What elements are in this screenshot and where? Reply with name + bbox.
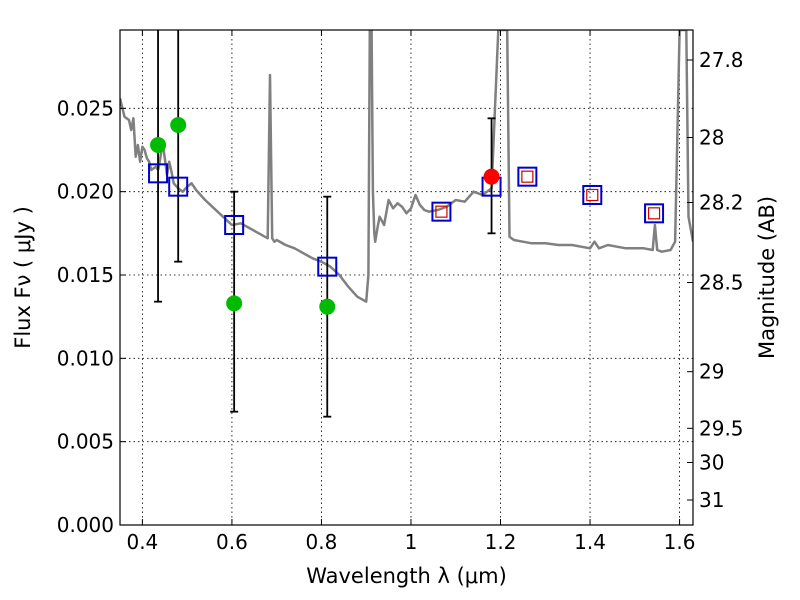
x-tick-label: 1.2 — [485, 530, 517, 554]
x-tick-label: 0.6 — [216, 530, 248, 554]
red-detection-point — [483, 168, 500, 185]
plot-frame — [119, 29, 694, 526]
red-square-marker — [435, 205, 448, 218]
red-square-marker — [647, 207, 661, 220]
grid — [120, 30, 693, 526]
x-tick-label: 1 — [405, 530, 418, 554]
model-photometry-square — [317, 256, 338, 277]
y-tick-label: 0.010 — [57, 346, 114, 370]
x-tick-label: 0.4 — [126, 530, 158, 554]
right-tick-label: 27.8 — [699, 48, 744, 72]
right-tick-label: 28.2 — [699, 191, 744, 215]
right-axis-label: Magnitude (AB) — [755, 196, 779, 359]
red-square-marker — [521, 170, 534, 183]
y-tick-label: 0.020 — [57, 180, 114, 204]
green-detection-point — [319, 298, 336, 315]
x-axis-label: Wavelength λ (μm) — [306, 564, 507, 588]
green-detection-point — [170, 117, 187, 133]
right-tick-label: 30 — [699, 451, 724, 475]
x-tick-label: 0.8 — [306, 530, 338, 554]
y-tick-label: 0.025 — [57, 96, 114, 120]
model-photometry-square — [644, 203, 665, 224]
model-photometry-square — [582, 185, 603, 205]
y-tick-label: 0.005 — [57, 430, 114, 454]
green-detection-point — [226, 295, 243, 312]
model-photometry-square — [148, 163, 169, 184]
y-axis-label: Flux Fν ( μJy ) — [11, 206, 35, 349]
y-tick-label: 0.015 — [57, 263, 114, 287]
model-photometry-square — [517, 166, 538, 187]
ticks: 0.4 0.6 0.8 1 1.2 1.4 1.6 0.000 0.005 0.010 0.015 0… — [57, 30, 744, 554]
markers — [148, 117, 665, 315]
sed-line-layer — [120, 30, 693, 303]
right-tick-label: 29.5 — [699, 416, 744, 440]
model-photometry-square — [224, 215, 245, 235]
right-tick-label: 28.5 — [699, 271, 744, 295]
green-detection-point — [150, 137, 167, 153]
model-photometry-square — [431, 201, 452, 222]
sed-model-line — [120, 30, 693, 303]
right-tick-label: 31 — [699, 488, 724, 512]
right-tick-label: 29 — [699, 360, 724, 384]
y-tick-label: 0.000 — [57, 513, 114, 537]
x-tick-label: 1.6 — [664, 530, 696, 554]
model-photometry-square — [168, 176, 189, 197]
x-tick-label: 1.4 — [574, 530, 606, 554]
right-tick-label: 28 — [699, 126, 724, 150]
red-square-marker — [586, 188, 599, 202]
